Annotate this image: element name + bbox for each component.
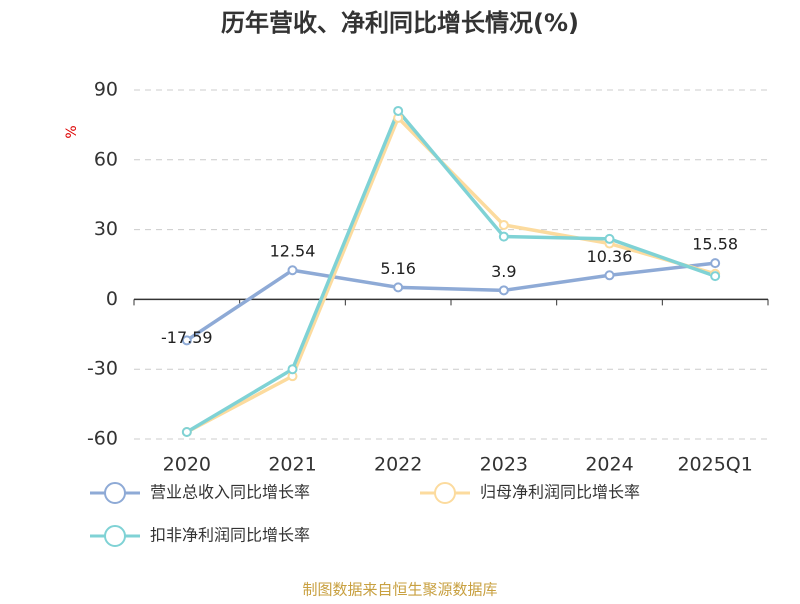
data-label: 5.16 — [380, 259, 416, 278]
y-axis-label: % — [64, 125, 80, 138]
x-tick-label: 2021 — [268, 454, 316, 476]
y-tick-label: -30 — [87, 358, 118, 380]
y-tick-label: 0 — [106, 288, 118, 310]
data-point — [393, 105, 404, 116]
data-point — [498, 219, 509, 230]
data-point — [287, 364, 298, 375]
data-point — [604, 233, 615, 244]
x-tick-label: 2020 — [163, 454, 211, 476]
y-tick-label: -60 — [87, 428, 118, 450]
y-tick-label: 30 — [94, 218, 118, 240]
data-point — [604, 270, 615, 281]
legend-label: 营业总收入同比增长率 — [150, 483, 310, 502]
data-label: -17.59 — [161, 328, 213, 347]
y-tick-label: 90 — [94, 79, 118, 101]
y-tick-label: 60 — [94, 148, 118, 170]
series-line — [185, 107, 716, 434]
data-point — [498, 231, 509, 242]
chart-title: 历年营收、净利同比增长情况(%) — [221, 9, 579, 37]
source-note: 制图数据来自恒生聚源数据库 — [302, 581, 497, 599]
data-point — [710, 258, 721, 269]
data-point — [393, 282, 404, 293]
legend-marker — [434, 482, 456, 504]
legend-marker — [104, 482, 126, 504]
data-point — [710, 271, 721, 282]
x-tick-label: 2025Q1 — [677, 454, 752, 476]
x-tick-label: 2024 — [585, 454, 633, 476]
data-point — [181, 335, 192, 346]
data-label: 10.36 — [587, 247, 633, 266]
x-tick-label: 2022 — [374, 454, 422, 476]
x-tick-label: 2023 — [480, 454, 528, 476]
data-label: 3.9 — [491, 262, 516, 281]
legend-label: 扣非净利润同比增长率 — [150, 526, 310, 545]
legend-label: 归母净利润同比增长率 — [480, 483, 640, 502]
data-label: 12.54 — [270, 242, 316, 261]
data-point — [287, 265, 298, 276]
legend-marker — [104, 525, 126, 547]
series-line — [185, 261, 716, 342]
data-point — [498, 285, 509, 296]
data-label: 15.58 — [692, 235, 738, 254]
data-point — [181, 427, 192, 438]
